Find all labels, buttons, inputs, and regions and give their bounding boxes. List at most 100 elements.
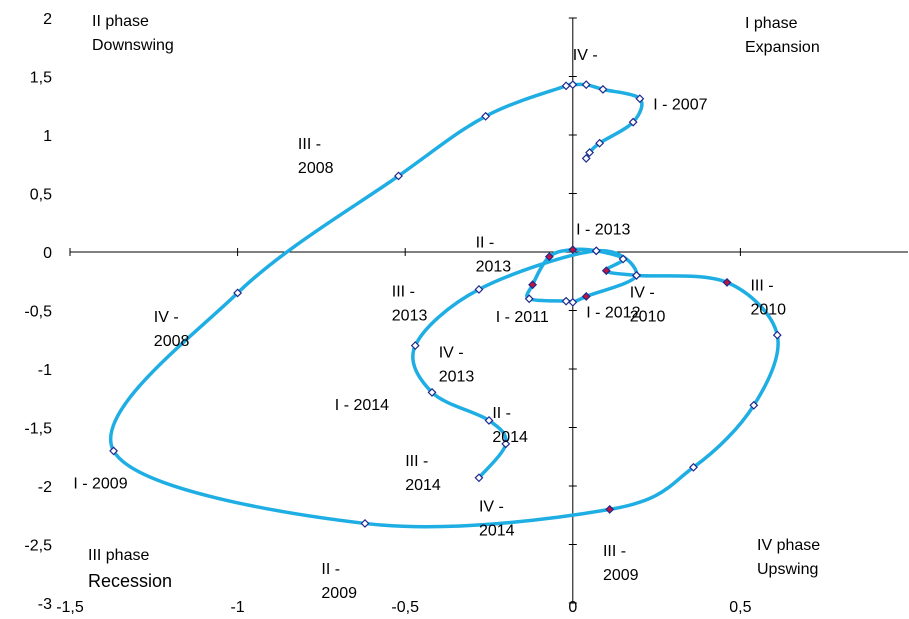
data-point-marker — [628, 117, 638, 127]
point-label-line: 2013 — [392, 307, 428, 324]
point-label-line: I - 2012 — [586, 305, 640, 322]
point-label-line: III - — [298, 136, 321, 153]
point-label-line: IV - — [439, 344, 464, 361]
point-label: III - 2009 — [603, 543, 639, 584]
quadrant-top-right-line-2: Expansion — [745, 39, 820, 56]
point-label-line: I - 2014 — [335, 397, 389, 414]
point-label: I - 2013 — [576, 221, 630, 238]
data-point-marker — [109, 446, 119, 456]
data-point-marker — [585, 148, 595, 157]
point-label-line: 2014 — [492, 429, 528, 446]
data-point-marker — [601, 266, 611, 276]
point-label: IV - — [573, 47, 598, 64]
data-point-marker — [581, 80, 591, 90]
data-point-marker — [722, 277, 732, 287]
y-tick-label: -1,5 — [24, 421, 52, 438]
data-point-marker — [484, 416, 494, 425]
quadrant-top-left-line-2: Downswing — [92, 37, 174, 54]
data-point-marker — [544, 252, 554, 262]
point-label: III - 2010 — [750, 278, 786, 319]
cycle-series-line — [109, 81, 780, 529]
y-tick-label: -3 — [38, 596, 52, 613]
data-point-marker — [410, 341, 420, 351]
data-point-marker — [591, 246, 601, 256]
quadrant-bottom-left-line-2: Recession — [88, 571, 172, 591]
data-markers — [109, 80, 782, 528]
axes: -1,5 -1 -0,5 0 0,5 2 1,5 1 0,5 0 -0,5 -1 -1,5 -2 -2,5… — [24, 11, 908, 616]
point-label: IV - 2008 — [154, 309, 190, 350]
quadrant-bottom-right-line-1: IV phase — [757, 537, 820, 554]
data-point-marker — [595, 138, 605, 148]
point-label: I - 2011 — [496, 309, 549, 326]
data-point-marker — [561, 296, 571, 306]
y-tick-label: -0,5 — [24, 304, 52, 321]
data-point-marker — [481, 111, 491, 121]
point-label: I - 2007 — [653, 96, 707, 113]
data-point-marker — [427, 387, 437, 397]
point-label-line: IV - — [479, 499, 504, 516]
point-label-line: 2014 — [479, 523, 515, 540]
point-labels: I - 2007 IV - III - 2008 IV - 2008 I - 2009 II … — [73, 47, 786, 602]
data-point-marker — [524, 294, 534, 304]
data-point-marker — [568, 297, 578, 307]
point-label: III - 2008 — [298, 136, 334, 177]
point-label-line: III - — [750, 278, 773, 295]
point-label-line: 2014 — [405, 477, 441, 494]
quadrant-bottom-left-line-1: III phase — [88, 547, 149, 564]
point-label-line: 2010 — [630, 309, 666, 326]
point-label-line: III - — [392, 283, 415, 300]
point-label-line: I - 2007 — [653, 96, 707, 113]
point-label-line: IV - — [154, 309, 179, 326]
data-point-marker — [598, 84, 608, 94]
point-label-line: II - — [492, 405, 511, 422]
point-label-line: IV - — [573, 47, 598, 64]
point-label-line: IV - — [630, 285, 655, 302]
point-label: II - 2014 — [492, 405, 528, 446]
data-point-marker — [568, 245, 578, 255]
point-label: II - 2009 — [321, 561, 357, 602]
data-point-marker — [360, 518, 370, 528]
point-label-line: I - 2013 — [576, 221, 630, 238]
point-label: IV - 2014 — [479, 499, 515, 540]
data-point-marker — [689, 462, 698, 472]
data-point-marker — [528, 280, 538, 290]
y-tick-label: 1,5 — [30, 70, 52, 87]
point-label-line: 2013 — [439, 368, 475, 385]
data-point-marker — [632, 270, 641, 280]
point-label-line: 2013 — [476, 258, 512, 275]
data-point-marker — [635, 94, 645, 104]
data-point-marker — [772, 330, 782, 340]
point-label: I - 2012 — [586, 305, 640, 322]
data-point-marker — [749, 400, 759, 410]
point-label-line: III - — [405, 453, 428, 470]
point-label-line: II - — [476, 234, 495, 251]
x-tick-label: -0,5 — [391, 599, 419, 616]
x-tick-label: 0,5 — [729, 599, 751, 616]
quadrant-top-left-line-1: II phase — [92, 13, 149, 30]
data-point-marker — [605, 504, 615, 514]
point-label-line: III - — [603, 543, 626, 560]
data-point-marker — [394, 171, 403, 181]
data-point-marker — [581, 292, 591, 301]
point-label: I - 2014 — [335, 397, 389, 414]
x-tick-label: -1,5 — [56, 599, 84, 616]
data-point-marker — [501, 439, 511, 449]
point-label-line: 2008 — [298, 160, 334, 177]
data-point-marker — [618, 254, 628, 264]
y-tick-label: 0,5 — [30, 187, 52, 204]
y-ticks: 2 1,5 1 0,5 0 -0,5 -1 -1,5 -2 -2,5 -3 — [24, 11, 577, 613]
quadrant-top-right-line-1: I phase — [745, 15, 798, 32]
y-tick-label: -2,5 — [24, 538, 52, 555]
point-label-line: 2010 — [750, 302, 786, 319]
point-label: II - 2013 — [476, 234, 512, 275]
data-point-marker — [474, 473, 484, 483]
y-tick-label: -2 — [38, 479, 52, 496]
point-label-line: 2009 — [321, 585, 357, 602]
quadrant-bottom-right-line-2: Upswing — [757, 561, 818, 578]
data-point-marker — [581, 153, 591, 163]
point-label: III - 2014 — [405, 453, 441, 494]
point-label: IV - 2013 — [439, 344, 475, 385]
data-point-marker — [474, 284, 484, 294]
point-label: III - 2013 — [392, 283, 428, 324]
